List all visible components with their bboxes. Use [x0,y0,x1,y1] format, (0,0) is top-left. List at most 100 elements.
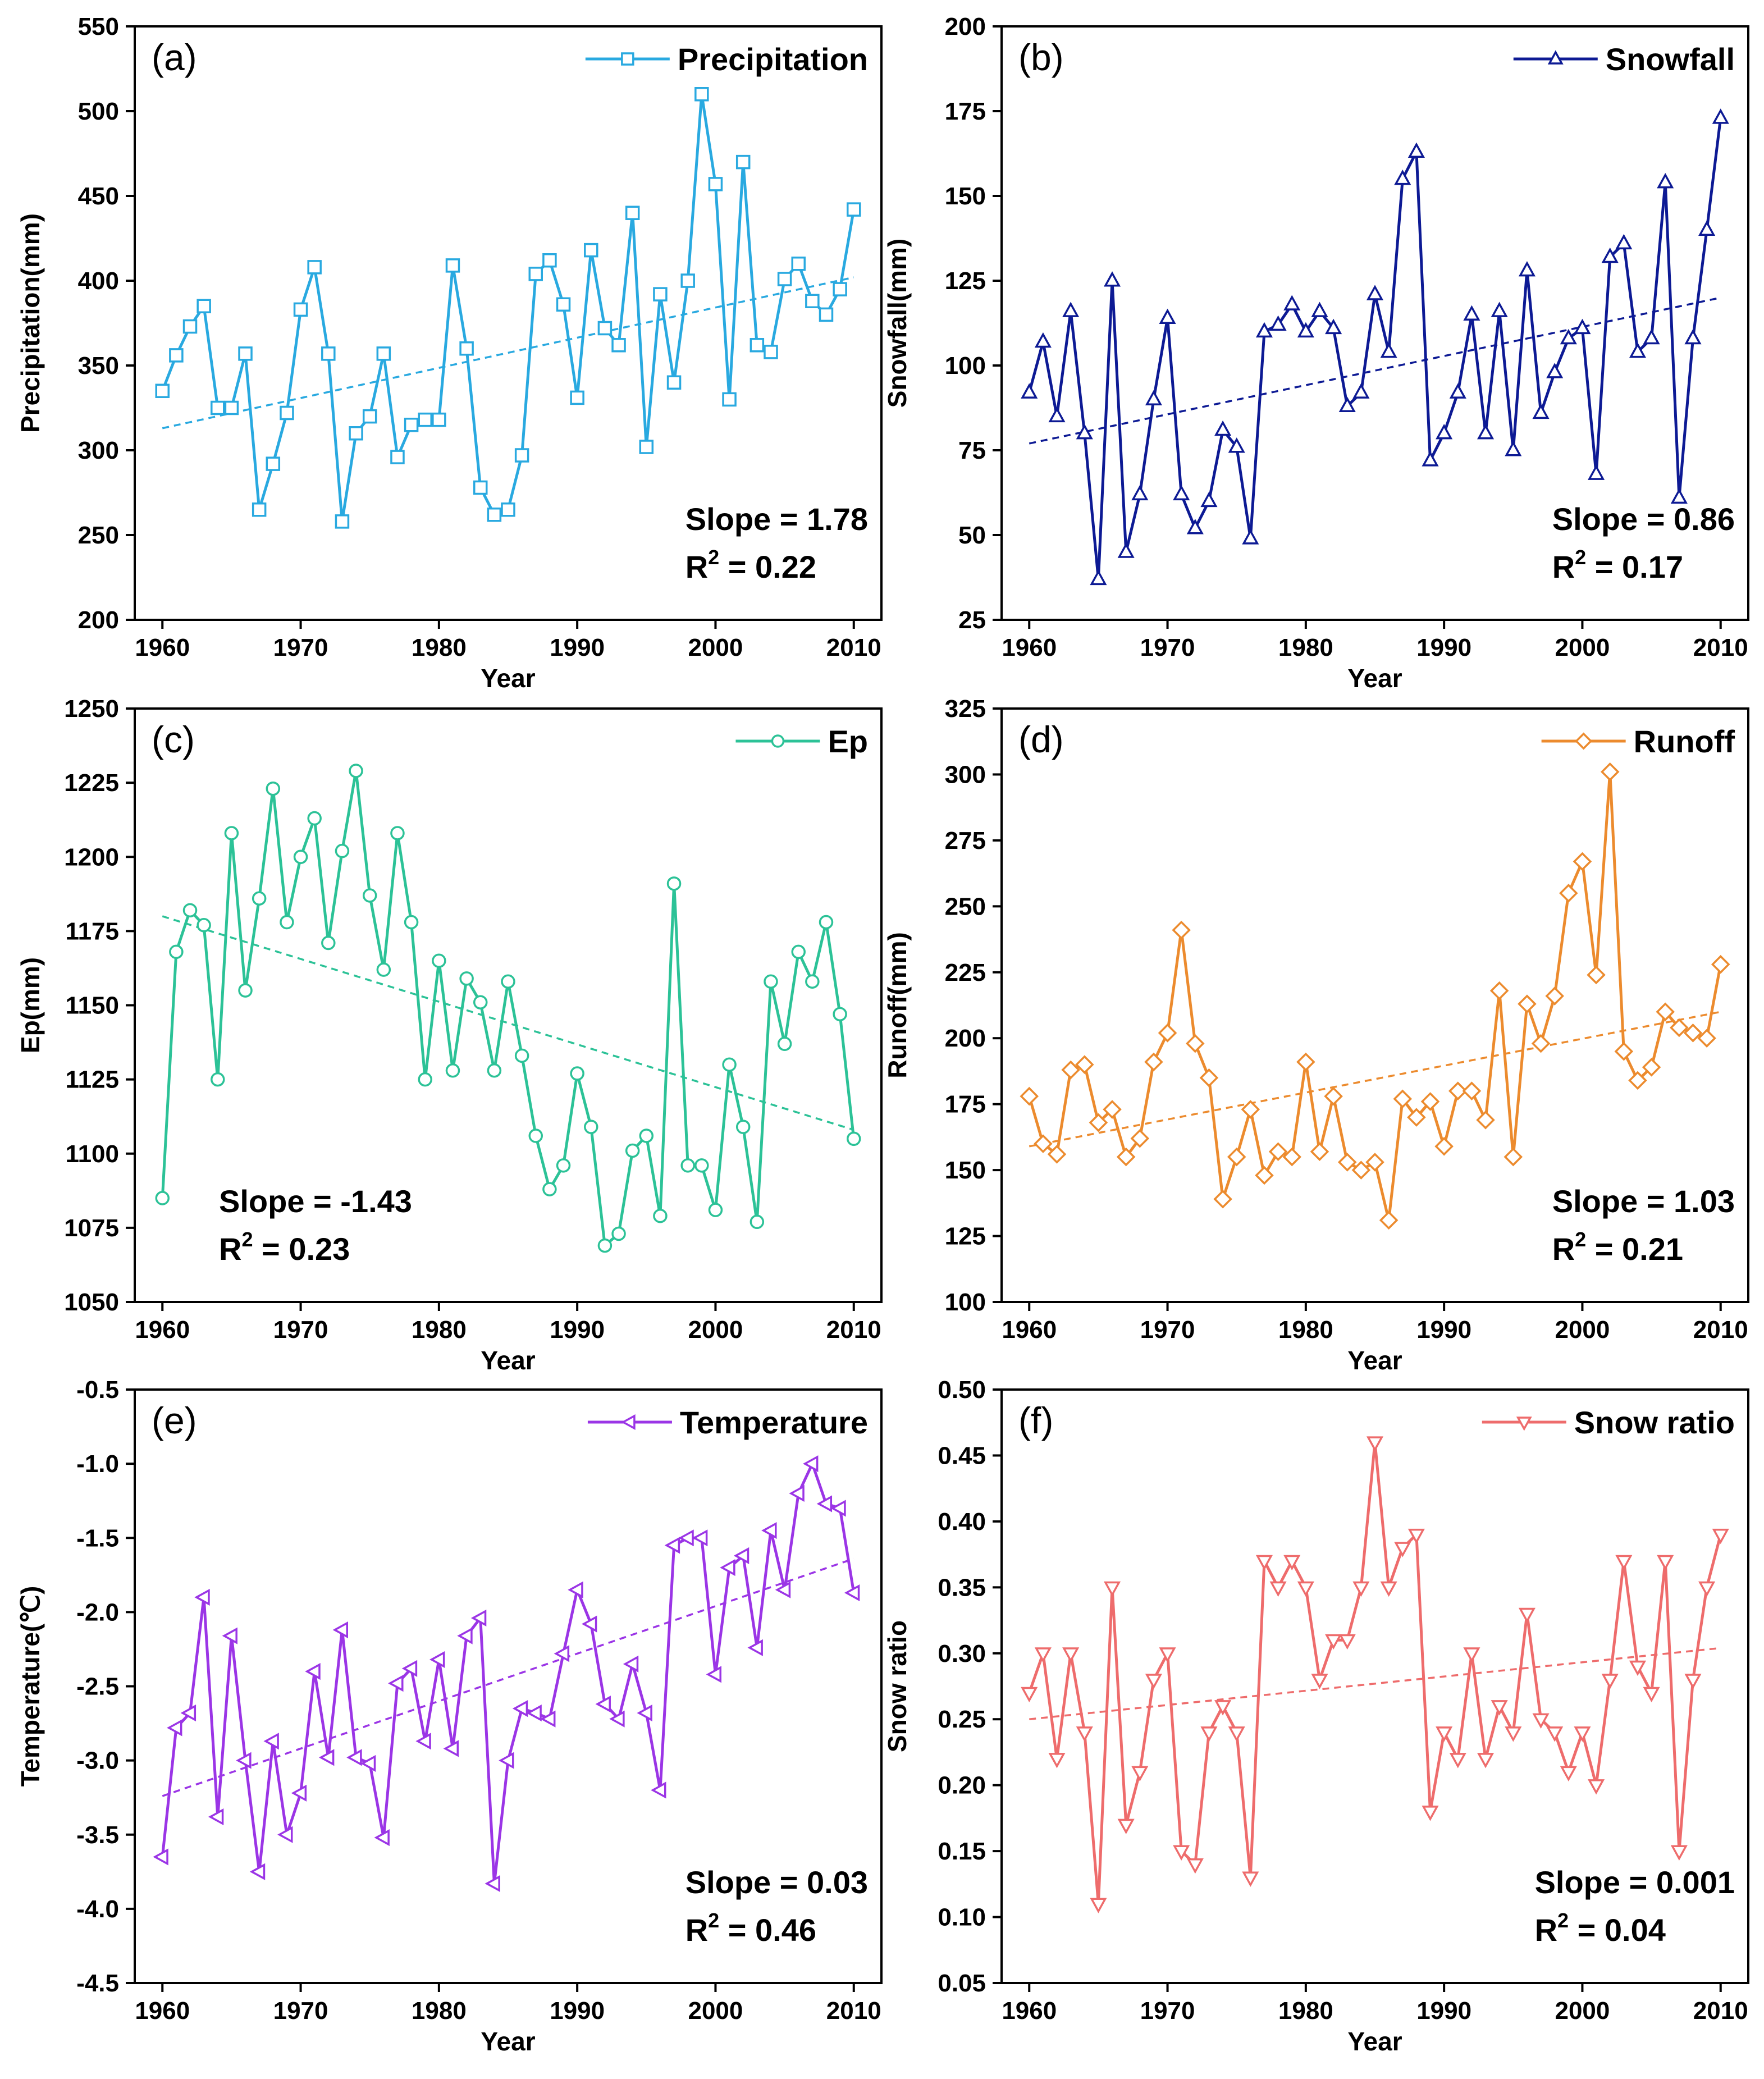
data-point [1505,1726,1522,1742]
data-point [720,1559,735,1577]
data-point [473,480,488,495]
data-point [1546,1726,1564,1742]
data-point [803,1455,819,1473]
legend: Snowfall [1513,42,1735,77]
data-point [706,1666,721,1683]
data-point [833,1007,847,1022]
data-point [1503,1147,1523,1167]
r2-equals: = [1569,1912,1605,1948]
data-point [321,346,336,361]
data-point [764,974,778,989]
data-point [1269,315,1287,331]
x-tick-label: 2000 [688,634,743,661]
data-point [1268,1142,1288,1162]
y-tick-label: 0.40 [938,1508,986,1536]
data-point [1144,1052,1163,1072]
data-point [1407,1528,1425,1545]
data-point [1559,884,1578,903]
legend-label: Temperature [680,1405,868,1440]
y-tick-label: 225 [945,959,986,986]
data-point [1588,1779,1605,1795]
y-tick-label: -4.0 [76,1895,119,1923]
data-point [542,1182,557,1196]
data-point [180,1705,196,1722]
data-point [791,944,806,959]
data-point [680,273,695,288]
y-tick-label: 1200 [64,843,119,871]
data-point [1117,1818,1135,1834]
data-point [1242,1871,1259,1887]
data-point [169,944,184,959]
data-point [1021,383,1038,399]
data-point [376,962,391,977]
data-point [1214,1700,1232,1716]
data-point [1103,271,1121,287]
data-point [1255,1166,1274,1185]
x-tick-label: 2000 [1555,1316,1610,1344]
data-point [1532,403,1550,419]
data-point [597,1238,613,1253]
data-point [764,345,778,359]
data-point [501,502,515,517]
data-point [1324,1086,1343,1106]
x-tick-label: 1980 [412,1316,467,1344]
legend-marker [1547,50,1564,65]
data-point [1684,1674,1702,1689]
x-tick-label: 1980 [1278,634,1333,661]
y-axis-title: Snow ratio [883,1620,912,1752]
data-point [1683,1023,1703,1043]
data-point [1629,342,1647,358]
y-tick-label: -1.5 [76,1524,119,1552]
legend-label: Runoff [1634,724,1735,759]
x-axis-title: Year [1347,664,1402,693]
panel-a: 1960 1970 1980 1990 2000 2010 200 250 300 350 400 4… [16,13,883,693]
data-point [653,1209,668,1223]
data-point [1214,420,1232,436]
data-point [1228,437,1245,453]
data-point [584,243,598,258]
data-point [1463,1647,1480,1663]
data-point [390,450,405,464]
data-point [625,205,640,220]
series-markers [1021,108,1729,586]
r2-symbol: R [1552,549,1575,584]
data-point [404,915,419,930]
r2-equals: = [253,1231,289,1267]
data-point [1145,390,1162,405]
x-tick-label: 1980 [1278,1316,1333,1344]
x-tick-label: 1990 [550,634,605,661]
data-point [485,1875,500,1893]
series-markers [153,1455,860,1893]
data-point [457,1627,473,1644]
r2-symbol: R [686,1912,708,1948]
data-point [1531,1034,1551,1053]
data-point [1062,301,1080,317]
y-tick-label: 1225 [64,769,119,797]
data-point [1477,423,1495,440]
legend-marker [1516,1417,1532,1431]
x-tick-label: 2010 [826,1316,881,1344]
data-point [1670,488,1688,504]
data-point [1283,295,1301,310]
data-point [1463,305,1480,321]
data-point [280,405,294,421]
panel-f: 1960 1970 1980 1990 2000 2010 0.05 0.10 0.15 0.20… [883,1376,1749,2056]
data-point [846,1131,861,1146]
data-point [750,1214,765,1229]
data-point [1297,322,1314,338]
x-tick-label: 1960 [135,1316,190,1344]
data-point [625,1143,640,1158]
r2-superscript: 2 [241,1228,253,1251]
data-point [321,935,336,951]
data-point [1255,322,1273,338]
x-axis-title: Year [481,1346,535,1375]
r2-equals: = [1586,1231,1622,1267]
data-point [1131,485,1149,501]
data-point [1311,1674,1328,1689]
y-tick-label: -3.5 [76,1821,119,1849]
data-point [1476,1111,1495,1130]
y-tick-label: 150 [945,1157,986,1184]
y-tick-label: 0.35 [938,1574,986,1601]
data-point [1436,1726,1453,1742]
y-axis-title: Runoff(mm) [883,932,912,1079]
